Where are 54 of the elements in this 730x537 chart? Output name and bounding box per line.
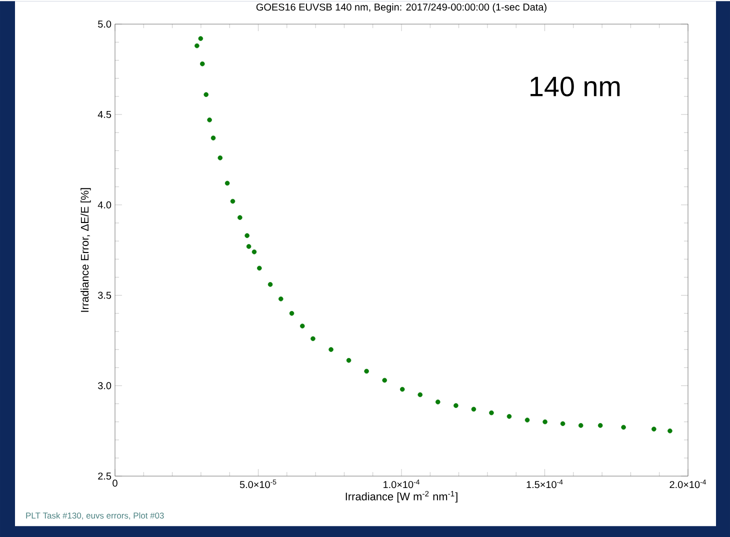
- y-tick-label: 4.5: [98, 110, 112, 118]
- y-tick-label: 3.5: [98, 292, 112, 299]
- annotation: 140 nm: [530, 76, 620, 96]
- point: [210, 136, 216, 140]
- x-axis-title: Irradiance [W m$^{-2}$ nm$^{-1}$]: [346, 490, 458, 502]
- point: [238, 215, 242, 220]
- point: [194, 43, 200, 48]
- point: [506, 414, 512, 419]
- point: [471, 406, 476, 412]
- point: [542, 419, 548, 424]
- point: [204, 92, 209, 97]
- text: PLT Task #130, euvs errors, Plot #03: [26, 512, 164, 520]
- point: [257, 266, 262, 271]
- x-tick-label: 1.0×10$^{-4}$: [384, 480, 420, 488]
- point: [198, 36, 204, 41]
- point: [268, 282, 273, 287]
- point: [364, 368, 369, 374]
- point: [489, 410, 494, 416]
- y-tick-label: 2.5: [98, 472, 112, 480]
- point: [289, 310, 294, 316]
- y-tick-label: 5.0: [98, 20, 112, 28]
- point: [400, 386, 405, 392]
- x-tick-label: 0: [112, 480, 118, 487]
- point: [598, 423, 603, 428]
- x-tick-label: 5.0×10$^{-5}$: [240, 480, 276, 488]
- point: [418, 392, 423, 398]
- point: [218, 155, 223, 160]
- chart-title: GOES16 EUVSB 140 nm, Begin: 2017/249-00:00:00 (1-sec Data): [256, 3, 546, 13]
- point: [278, 296, 284, 302]
- point: [346, 358, 352, 363]
- point: [435, 400, 440, 404]
- point: [578, 423, 584, 428]
- y-axis-title: Irradiance Error, ΔE/E [%]: [80, 188, 91, 312]
- x-tick-label: 2.0×10$^{-4}$: [670, 480, 706, 488]
- y-tick-label: 4.0: [98, 201, 112, 208]
- point: [668, 428, 672, 434]
- y-tick-label: 3.0: [98, 382, 112, 390]
- point: [244, 233, 250, 238]
- point: [382, 378, 387, 383]
- point: [328, 347, 334, 352]
- point: [621, 424, 626, 430]
- point: [207, 117, 212, 122]
- point: [310, 336, 316, 342]
- point: [454, 403, 458, 408]
- point: [224, 180, 230, 186]
- point: [524, 418, 530, 422]
- x-tick-label: 1.5×10$^{-4}$: [526, 480, 563, 488]
- point: [252, 249, 257, 254]
- point: [560, 421, 566, 426]
- point: [230, 198, 236, 204]
- point: [246, 244, 252, 249]
- point: [200, 61, 205, 66]
- point: [300, 324, 305, 328]
- point: [652, 426, 656, 432]
